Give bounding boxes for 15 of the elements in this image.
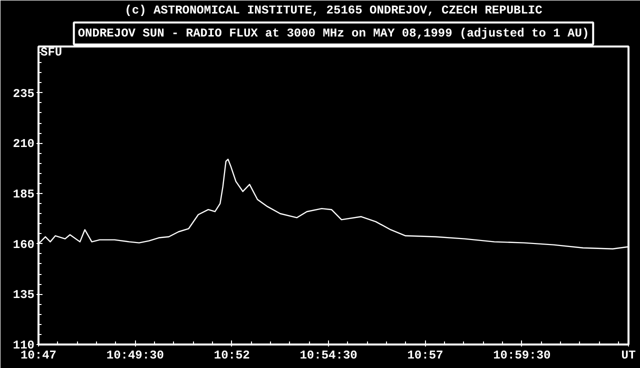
x-tick-label: 10:47: [20, 348, 57, 362]
x-tick-label: 10:54:30: [300, 348, 358, 362]
x-axis-title: UT: [621, 348, 636, 362]
y-tick-label: 185: [12, 187, 35, 202]
chart-title: ONDREJOV SUN - RADIO FLUX at 3000 MHz on MAY 08,1999 (adjusted to 1 AU): [78, 26, 590, 40]
y-tick-label: 135: [12, 288, 35, 302]
x-tick-label: 10:52: [214, 348, 250, 362]
y-tick-label: 210: [12, 137, 35, 152]
x-tick-label: 10:49:30: [106, 348, 164, 362]
x-tick-label: 10:57: [407, 348, 444, 362]
y-tick-label: 160: [12, 238, 35, 252]
y-axis-title: SFU: [40, 46, 62, 60]
text: (c) ASTRONOMICAL INSTITUTE, 25165 ONDREJOV, CZECH REPUBLIC: [124, 4, 542, 18]
y-tick-label: 235: [12, 86, 35, 101]
x-tick-label: 10:59:30: [493, 348, 551, 362]
